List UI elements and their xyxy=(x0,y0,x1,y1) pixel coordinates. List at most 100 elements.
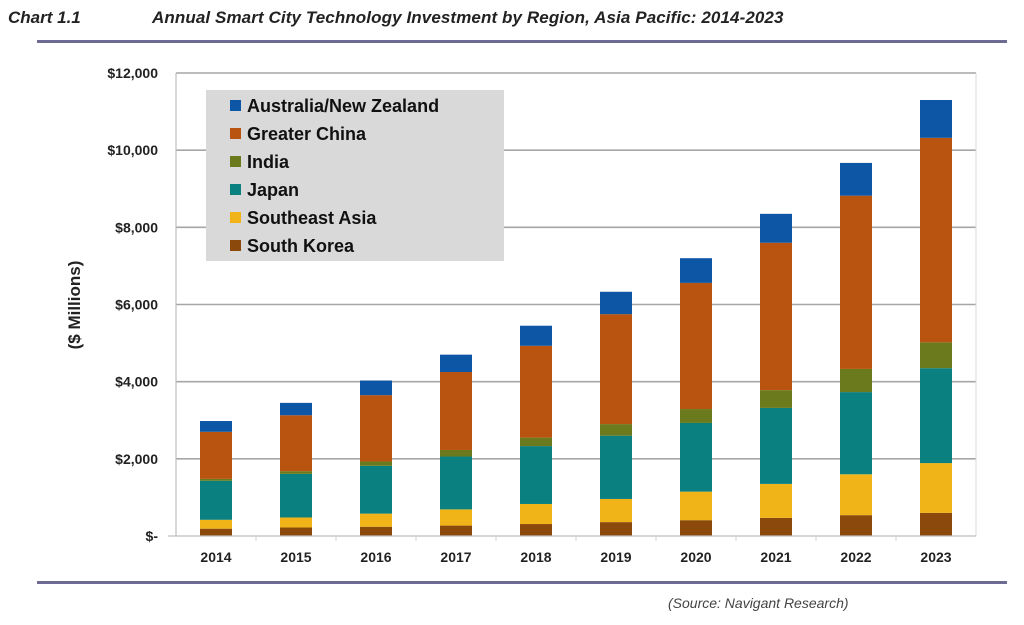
bar-stack-2017 xyxy=(440,354,472,536)
bar-segment-south-korea-2022 xyxy=(840,515,872,536)
bar-stack-2021 xyxy=(760,213,792,536)
bar-stack-2014 xyxy=(200,421,232,536)
bar-segment-south-korea-2014 xyxy=(200,528,232,536)
x-tick-labels: 2014 2015 2016 2017 2018 2019 2020 2021 2022 2023 xyxy=(200,549,951,565)
bar-segment-greater-china-2020 xyxy=(680,282,712,410)
bar-stack-2020 xyxy=(680,258,712,536)
bar-segment-australia-new-zealand-2021 xyxy=(760,213,792,243)
x-tick-label: 2022 xyxy=(840,549,871,565)
bar-segment-india-2017 xyxy=(440,449,472,457)
bar-segment-australia-new-zealand-2014 xyxy=(200,421,232,432)
bar-segment-japan-2014 xyxy=(200,480,232,520)
bar-segment-australia-new-zealand-2017 xyxy=(440,354,472,373)
legend-box xyxy=(206,90,504,261)
y-tick-labels: $- $2,000 $4,000 $6,000 $8,000 $10,000 $12,000 xyxy=(107,65,158,544)
y-tick-label: $8,000 xyxy=(115,219,158,235)
bar-segment-australia-new-zealand-2019 xyxy=(600,291,632,315)
top-divider xyxy=(37,40,1007,43)
legend-item: South Korea xyxy=(230,236,355,256)
y-tick-label: $2,000 xyxy=(115,451,158,467)
legend-swatch xyxy=(230,156,241,167)
chart-title: Annual Smart City Technology Investment … xyxy=(152,8,784,27)
x-tick-label: 2017 xyxy=(440,549,471,565)
y-tick-label: $12,000 xyxy=(107,65,158,81)
bar-segment-australia-new-zealand-2015 xyxy=(280,402,312,416)
legend-swatch xyxy=(230,100,241,111)
bar-stack-2016 xyxy=(360,380,392,536)
x-tick-label: 2018 xyxy=(520,549,551,565)
bar-segment-japan-2020 xyxy=(680,422,712,492)
bar-segment-southeast-asia-2015 xyxy=(280,517,312,528)
y-tick-label: $10,000 xyxy=(107,142,158,158)
legend: Australia/New Zealand Greater China India J… xyxy=(206,90,504,261)
chart-header: Chart 1.1 Annual Smart City Technology I… xyxy=(8,8,1008,32)
bar-segment-australia-new-zealand-2020 xyxy=(680,258,712,283)
x-tick-label: 2019 xyxy=(600,549,631,565)
bar-segment-southeast-asia-2018 xyxy=(520,503,552,525)
bar-segment-greater-china-2021 xyxy=(760,242,792,391)
x-tick-label: 2016 xyxy=(360,549,391,565)
bar-segment-india-2020 xyxy=(680,409,712,423)
bar-segment-southeast-asia-2016 xyxy=(360,513,392,527)
bar-segment-japan-2018 xyxy=(520,446,552,504)
bar-segment-greater-china-2015 xyxy=(280,415,312,472)
x-tick-label: 2015 xyxy=(280,549,311,565)
legend-swatch xyxy=(230,212,241,223)
bar-segment-greater-china-2016 xyxy=(360,395,392,462)
bar-stack-2018 xyxy=(520,325,552,536)
legend-item: India xyxy=(230,152,290,172)
legend-label: India xyxy=(247,152,290,172)
legend-label: South Korea xyxy=(247,236,355,256)
bar-segment-australia-new-zealand-2023 xyxy=(920,100,952,138)
bar-segment-india-2023 xyxy=(920,342,952,369)
y-tick-label: $6,000 xyxy=(115,297,158,313)
legend-label: Australia/New Zealand xyxy=(247,96,439,116)
bar-segment-greater-china-2018 xyxy=(520,345,552,438)
bar-segment-southeast-asia-2020 xyxy=(680,491,712,521)
bar-stack-2015 xyxy=(280,402,312,536)
legend-item: Greater China xyxy=(230,124,367,144)
bar-segment-southeast-asia-2017 xyxy=(440,509,472,526)
bar-segment-india-2016 xyxy=(360,461,392,466)
bar-segment-japan-2023 xyxy=(920,368,952,464)
bar-segment-south-korea-2023 xyxy=(920,512,952,536)
legend-item: Japan xyxy=(230,180,299,200)
bar-segment-india-2014 xyxy=(200,478,232,481)
legend-label: Southeast Asia xyxy=(247,208,377,228)
bottom-divider xyxy=(37,581,1007,584)
chart-number: Chart 1.1 xyxy=(8,8,81,27)
legend-item: Australia/New Zealand xyxy=(230,96,439,116)
bar-segment-southeast-asia-2014 xyxy=(200,519,232,529)
y-tick-label: $- xyxy=(146,528,159,544)
bar-segment-greater-china-2014 xyxy=(200,431,232,479)
legend-swatch xyxy=(230,128,241,139)
bar-segment-south-korea-2020 xyxy=(680,520,712,536)
bar-segment-japan-2022 xyxy=(840,392,872,475)
source-note: (Source: Navigant Research) xyxy=(668,595,849,611)
bar-segment-japan-2015 xyxy=(280,473,312,518)
x-tick-label: 2021 xyxy=(760,549,791,565)
bars xyxy=(200,100,952,536)
legend-swatch xyxy=(230,240,241,251)
bar-segment-india-2021 xyxy=(760,390,792,408)
bar-segment-greater-china-2023 xyxy=(920,137,952,343)
y-tick-label: $4,000 xyxy=(115,374,158,390)
bar-segment-australia-new-zealand-2022 xyxy=(840,162,872,196)
bar-segment-southeast-asia-2019 xyxy=(600,498,632,523)
bar-segment-southeast-asia-2021 xyxy=(760,483,792,518)
bar-segment-japan-2021 xyxy=(760,407,792,484)
x-tick-label: 2020 xyxy=(680,549,711,565)
y-axis-label: ($ Millions) xyxy=(65,261,84,350)
bar-segment-india-2022 xyxy=(840,368,872,393)
bar-segment-south-korea-2018 xyxy=(520,524,552,536)
bar-segment-australia-new-zealand-2018 xyxy=(520,325,552,346)
bar-segment-japan-2017 xyxy=(440,456,472,510)
axes xyxy=(168,73,977,541)
legend-label: Greater China xyxy=(247,124,367,144)
bar-segment-south-korea-2021 xyxy=(760,517,792,536)
bar-segment-south-korea-2016 xyxy=(360,526,392,536)
x-tick-label: 2014 xyxy=(200,549,231,565)
legend-item: Southeast Asia xyxy=(230,208,377,228)
bar-segment-india-2018 xyxy=(520,437,552,447)
